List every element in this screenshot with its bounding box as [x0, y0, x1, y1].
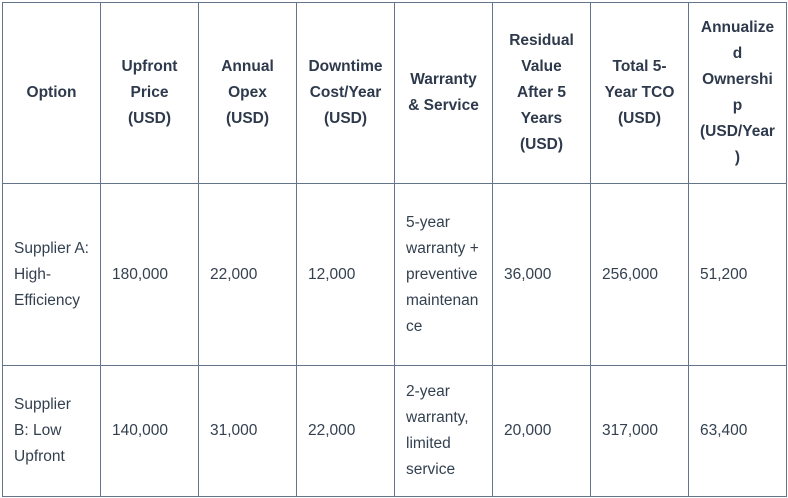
- cell-total-tco: 317,000: [590, 365, 689, 497]
- header-row: Option Upfront Price (USD) Annual Opex (…: [2, 2, 787, 184]
- col-header-warranty-service: Warranty & Service: [394, 2, 493, 184]
- cell-option: Supplier B: Low Upfront: [2, 365, 101, 497]
- cell-downtime-cost: 22,000: [296, 365, 395, 497]
- cell-option: Supplier A: High-Efficiency: [2, 183, 101, 366]
- cell-residual-value: 20,000: [492, 365, 591, 497]
- cell-annual-opex: 31,000: [198, 365, 297, 497]
- cell-warranty-service: 5-year warranty + preventive maintenance: [394, 183, 493, 366]
- cell-warranty-service: 2-year warranty, limited service: [394, 365, 493, 497]
- col-header-upfront-price: Upfront Price (USD): [100, 2, 199, 184]
- col-header-residual-value: Residual Value After 5 Years (USD): [492, 2, 591, 184]
- table-row-supplier-b: Supplier B: Low Upfront 140,000 31,000 2…: [2, 365, 787, 497]
- cell-upfront-price: 140,000: [100, 365, 199, 497]
- cell-upfront-price: 180,000: [100, 183, 199, 366]
- cell-annual-opex: 22,000: [198, 183, 297, 366]
- col-header-total-tco: Total 5-Year TCO (USD): [590, 2, 689, 184]
- cell-annualized-ownership: 51,200: [688, 183, 787, 366]
- col-header-annualized-ownership: Annualized Ownership (USD/Year): [688, 2, 787, 184]
- col-header-downtime-cost: Downtime Cost/Year (USD): [296, 2, 395, 184]
- col-header-option: Option: [2, 2, 101, 184]
- cell-total-tco: 256,000: [590, 183, 689, 366]
- table-row-supplier-a: Supplier A: High-Efficiency 180,000 22,0…: [2, 183, 787, 366]
- cell-residual-value: 36,000: [492, 183, 591, 366]
- cell-downtime-cost: 12,000: [296, 183, 395, 366]
- cell-annualized-ownership: 63,400: [688, 365, 787, 497]
- col-header-annual-opex: Annual Opex (USD): [198, 2, 297, 184]
